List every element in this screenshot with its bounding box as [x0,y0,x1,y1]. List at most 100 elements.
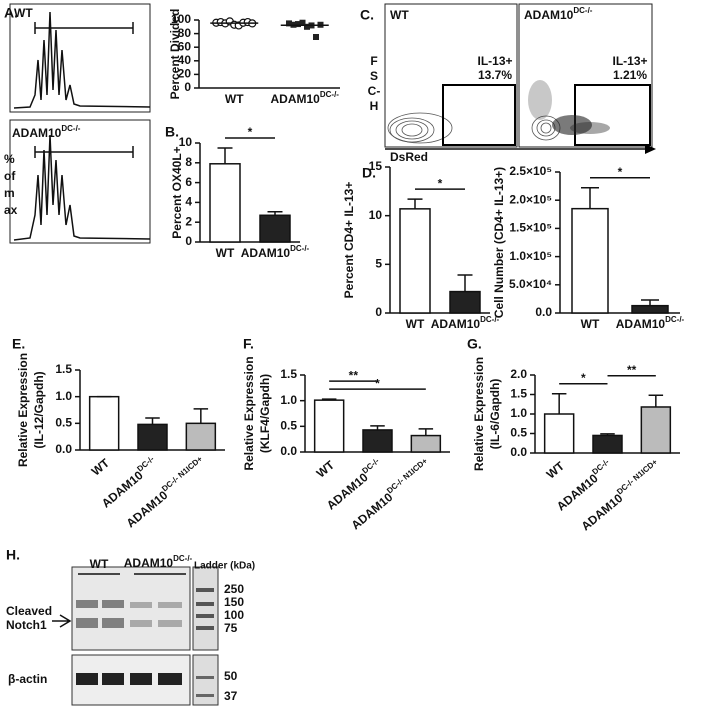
bar [259,214,291,243]
label: ADAM10DC-/- [271,90,340,106]
y-tick-label: 1.5 [280,367,297,381]
y-tick-label: 10 [179,135,193,149]
label-text: WT [89,456,113,479]
error-bar [457,274,473,292]
band-label: Cleaved [6,604,52,618]
histogram-frame [9,3,151,113]
bar [209,163,241,243]
axis-label-line: m [4,186,15,200]
ladder-size: 50 [224,669,238,683]
label-text: WT [216,246,235,260]
label-superscript: DC-/- [320,90,339,99]
label-text: WT [544,459,568,482]
y-tick-label: 0.0 [535,305,552,319]
y-tick-label: 1.5 [55,362,72,376]
label-text: ADAM10 [616,317,666,331]
band-label: Notch1 [6,618,47,632]
y-tick-label: 2.0×10⁵ [509,192,552,206]
error-bar [370,425,385,430]
scatter-cloud [528,80,610,135]
label: WT [544,459,568,482]
axis-label-line: % [4,152,15,166]
label-text: ADAM10 [324,470,371,513]
error-bar [418,428,434,436]
label: ADAM10DC-/- [241,244,310,260]
label: WT [89,456,113,479]
label: ADAM10DC-/- [124,554,193,570]
y-tick-label: 2 [185,214,192,228]
label-superscript: DC-/- [136,454,157,473]
label-superscript: DC-/- [361,456,382,475]
significance-label: * [248,125,253,139]
axis-label-line: of [4,169,16,183]
axis-label: % of m ax [4,152,18,217]
y-tick-label: 0.5 [280,419,297,433]
panel-label: F. [243,336,254,352]
contour [387,112,561,144]
blot-bands [76,600,182,628]
error-bar [145,417,160,425]
label-superscript: DC-/- N1ICD+ [160,454,204,493]
axis-label: DsRed [390,150,428,164]
y-axis-label: (IL-6/Gapdh) [488,379,502,450]
y-tick-label: 1.5×10⁵ [509,221,552,235]
bar [592,434,623,454]
gate-percent: 13.7% [478,68,512,82]
arrow [52,614,72,628]
axis-label: FSC-H [368,54,381,113]
gate-marker [34,22,134,34]
y-tick-label: 5.0×10⁴ [509,277,552,291]
label-text: WT [225,92,244,106]
gate [442,84,516,146]
label-superscript: DC-/- [61,124,80,133]
panel-label: G. [467,336,482,352]
y-tick-label: 1.0×10⁵ [509,249,552,263]
error-bar [581,187,599,209]
y-tick-label: 10 [369,208,383,222]
y-tick-label: 0.0 [280,444,297,458]
significance-label: * [375,376,380,390]
y-tick-label: 2.0 [510,367,527,381]
significance-label: ** [349,368,359,382]
y-tick-label: 60 [178,39,192,53]
ladder-size: 75 [224,621,238,635]
y-axis-label: Relative Expression [242,356,256,470]
significance-label: ** [627,363,637,377]
label-text: WT [581,317,600,331]
ladder-size: 37 [224,689,238,703]
significance-label: * [618,165,623,179]
plot-frame [384,3,518,148]
label-text: ADAM10 [271,92,321,106]
label: WT [225,92,244,106]
data-point [304,23,310,30]
histogram-trace [13,11,151,109]
bar [185,422,217,451]
bar [362,429,393,453]
plot-frame [518,3,653,148]
chart: Cell Number (CD4+ IL-13+) 0.0 5.0×10⁴ 1.0×1… [492,164,684,331]
histogram-label: ADAM10DC-/- [12,124,81,140]
error-bar [551,392,567,414]
bar [313,399,345,453]
panel-label: E. [12,336,25,352]
axis-label-line: C- [368,84,381,98]
label-superscript: DC-/- [665,315,684,324]
y-tick-label: 0.5 [510,426,527,440]
label: WT [406,317,425,331]
y-axis-label: Relative Expression [16,353,30,467]
actin-bands [76,673,182,685]
y-tick-label: 8 [185,155,192,169]
label-superscript: DC-/- [591,457,612,476]
error-bar [193,408,209,424]
ladder-bands [196,676,214,697]
gate-marker [34,146,134,158]
y-tick-label: 40 [178,53,192,67]
label-superscript: DC-/- N1ICD+ [385,456,429,495]
y-tick-label: 0.0 [510,445,527,459]
bar [640,406,672,454]
error-bar [217,147,233,164]
error-bar [600,433,615,436]
label-superscript: DC-/- [573,6,592,15]
